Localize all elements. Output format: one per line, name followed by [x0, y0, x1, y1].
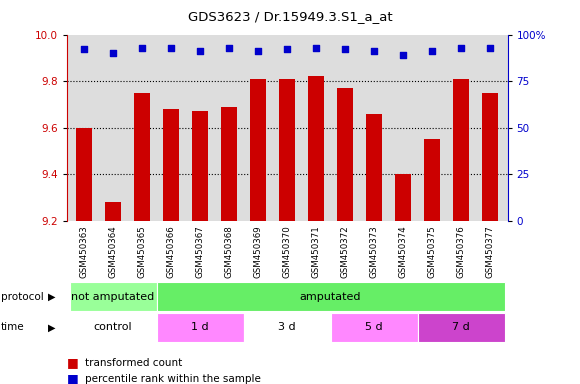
- Text: GSM450375: GSM450375: [427, 225, 437, 278]
- Bar: [70, 282, 157, 311]
- Bar: [157, 282, 505, 311]
- Text: amputated: amputated: [300, 291, 361, 302]
- Bar: [134, 93, 150, 221]
- Text: GDS3623 / Dr.15949.3.S1_a_at: GDS3623 / Dr.15949.3.S1_a_at: [188, 10, 392, 23]
- Point: [224, 45, 234, 51]
- Text: GSM450372: GSM450372: [340, 225, 350, 278]
- Text: GSM450363: GSM450363: [79, 225, 89, 278]
- Point: [282, 46, 292, 53]
- Text: GSM450371: GSM450371: [311, 225, 321, 278]
- Bar: [163, 109, 179, 221]
- Point: [456, 45, 466, 51]
- Point: [485, 45, 495, 51]
- Bar: [244, 313, 331, 342]
- Text: GSM450376: GSM450376: [456, 225, 466, 278]
- Bar: [453, 79, 469, 221]
- Point: [79, 46, 89, 53]
- Bar: [279, 79, 295, 221]
- Point: [166, 45, 176, 51]
- Text: GSM450374: GSM450374: [398, 225, 408, 278]
- Text: not amputated: not amputated: [71, 291, 155, 302]
- Bar: [157, 313, 244, 342]
- Text: ■: ■: [67, 356, 78, 369]
- Bar: [337, 88, 353, 221]
- Point: [311, 45, 321, 51]
- Bar: [366, 114, 382, 221]
- Bar: [76, 127, 92, 221]
- Point: [398, 52, 408, 58]
- Text: ▶: ▶: [48, 291, 56, 302]
- Text: GSM450367: GSM450367: [195, 225, 205, 278]
- Text: 1 d: 1 d: [191, 322, 209, 333]
- Text: GSM450366: GSM450366: [166, 225, 176, 278]
- Text: GSM450373: GSM450373: [369, 225, 379, 278]
- Bar: [250, 79, 266, 221]
- Text: ▶: ▶: [48, 322, 56, 333]
- Text: GSM450369: GSM450369: [253, 225, 263, 278]
- Bar: [395, 174, 411, 221]
- Point: [108, 50, 118, 56]
- Text: GSM450365: GSM450365: [137, 225, 147, 278]
- Bar: [221, 107, 237, 221]
- Bar: [308, 76, 324, 221]
- Bar: [331, 313, 418, 342]
- Text: 7 d: 7 d: [452, 322, 470, 333]
- Bar: [105, 202, 121, 221]
- Point: [369, 48, 379, 55]
- Bar: [70, 313, 157, 342]
- Text: GSM450377: GSM450377: [485, 225, 495, 278]
- Bar: [418, 313, 505, 342]
- Point: [195, 48, 205, 55]
- Text: time: time: [1, 322, 25, 333]
- Text: GSM450368: GSM450368: [224, 225, 234, 278]
- Bar: [192, 111, 208, 221]
- Text: protocol: protocol: [1, 291, 44, 302]
- Text: transformed count: transformed count: [85, 358, 183, 368]
- Point: [137, 45, 147, 51]
- Bar: [424, 139, 440, 221]
- Text: GSM450370: GSM450370: [282, 225, 292, 278]
- Point: [340, 46, 350, 53]
- Point: [427, 48, 437, 55]
- Text: ■: ■: [67, 372, 78, 384]
- Text: control: control: [94, 322, 132, 333]
- Text: 3 d: 3 d: [278, 322, 296, 333]
- Bar: [482, 93, 498, 221]
- Text: GSM450364: GSM450364: [108, 225, 118, 278]
- Text: percentile rank within the sample: percentile rank within the sample: [85, 374, 261, 384]
- Text: 5 d: 5 d: [365, 322, 383, 333]
- Point: [253, 48, 263, 55]
